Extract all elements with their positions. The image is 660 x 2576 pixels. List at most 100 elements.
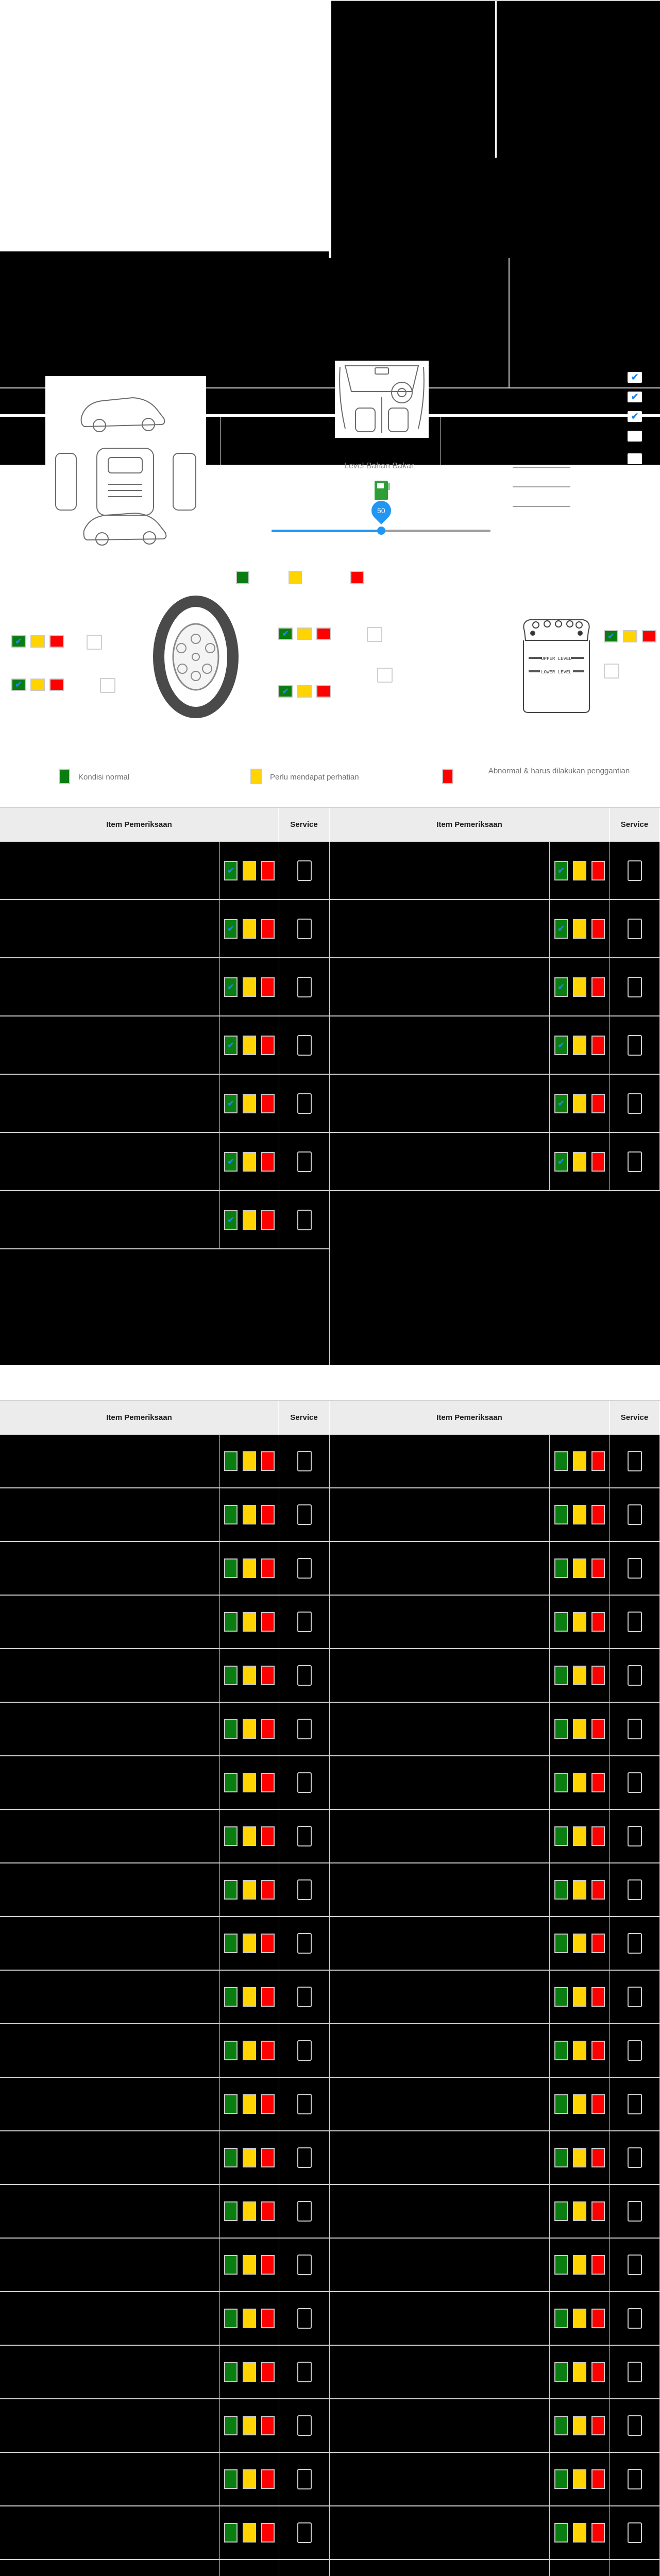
condition-yellow-option[interactable] — [243, 1934, 256, 1953]
condition-red-option[interactable] — [49, 679, 64, 691]
service-checkbox[interactable] — [297, 1719, 312, 1739]
condition-red-option[interactable] — [261, 1666, 275, 1685]
condition-red-option[interactable] — [261, 1151, 275, 1172]
condition-yellow-option[interactable] — [573, 1505, 586, 1524]
service-checkbox[interactable] — [628, 1665, 642, 1686]
service-checkbox[interactable] — [297, 976, 312, 997]
condition-green-option[interactable] — [224, 1773, 238, 1792]
condition-selector[interactable]: ✔ — [554, 860, 605, 880]
condition-yellow-option[interactable] — [243, 1719, 256, 1739]
condition-green-option[interactable]: ✔ — [554, 860, 568, 880]
condition-selector[interactable] — [554, 2201, 605, 2221]
condition-red-option[interactable] — [591, 2469, 605, 2489]
condition-red-option[interactable] — [261, 2523, 275, 2543]
condition-yellow-option[interactable] — [243, 1987, 256, 2007]
condition-selector[interactable] — [224, 1880, 275, 1900]
tire-checkbox-3[interactable] — [367, 627, 382, 642]
service-checkbox[interactable] — [628, 1612, 642, 1632]
condition-green-option[interactable] — [554, 2362, 568, 2382]
condition-green-option[interactable]: ✔ — [554, 1035, 568, 1055]
condition-green-option[interactable] — [224, 1934, 238, 1953]
service-checkbox[interactable] — [297, 2308, 312, 2329]
condition-yellow-option[interactable] — [243, 1558, 256, 1578]
condition-yellow-option[interactable] — [243, 2469, 256, 2489]
service-checkbox[interactable] — [297, 1035, 312, 1056]
condition-green-option[interactable] — [554, 2041, 568, 2060]
condition-selector[interactable] — [554, 1773, 605, 1792]
condition-green-option[interactable] — [554, 1826, 568, 1846]
condition-yellow-option[interactable] — [243, 1773, 256, 1792]
condition-red-option[interactable] — [591, 2416, 605, 2435]
condition-selector[interactable] — [224, 2255, 275, 2275]
service-checkbox[interactable] — [628, 1987, 642, 2007]
condition-green-option[interactable] — [224, 2041, 238, 2060]
condition-selector[interactable] — [224, 1451, 275, 1471]
note-underline-input[interactable] — [513, 467, 570, 468]
condition-red-option[interactable] — [261, 2148, 275, 2167]
service-checkbox[interactable] — [297, 860, 312, 881]
service-checkbox[interactable] — [628, 2201, 642, 2222]
service-checkbox[interactable] — [628, 860, 642, 881]
condition-green-option[interactable] — [554, 2416, 568, 2435]
condition-green-option[interactable]: ✔ — [554, 977, 568, 997]
service-checkbox[interactable] — [628, 1879, 642, 1900]
service-checkbox[interactable] — [297, 918, 312, 939]
service-checkbox[interactable] — [297, 2522, 312, 2543]
condition-selector[interactable] — [554, 1451, 605, 1471]
condition-green-option[interactable] — [554, 2309, 568, 2328]
condition-red-option[interactable] — [591, 1035, 605, 1055]
condition-red-option[interactable] — [591, 2523, 605, 2543]
service-checkbox[interactable] — [628, 1558, 642, 1579]
service-checkbox[interactable] — [628, 2094, 642, 2114]
car-damage-diagram[interactable] — [45, 376, 206, 559]
condition-red-option[interactable] — [261, 2041, 275, 2060]
condition-yellow-option[interactable] — [573, 1826, 586, 1846]
condition-yellow-option[interactable] — [243, 1826, 256, 1846]
condition-selector[interactable] — [224, 1558, 275, 1578]
condition-yellow-option[interactable] — [297, 628, 312, 640]
tire-condition-selector-4[interactable]: ✔ — [278, 685, 331, 698]
service-checkbox[interactable] — [628, 918, 642, 939]
note-underline-input[interactable] — [513, 506, 570, 507]
condition-green-option[interactable] — [224, 2255, 238, 2275]
condition-red-option[interactable] — [591, 1880, 605, 1900]
service-checkbox[interactable] — [297, 1826, 312, 1846]
condition-green-option[interactable]: ✔ — [604, 630, 618, 642]
condition-red-option[interactable] — [591, 1826, 605, 1846]
condition-selector[interactable] — [554, 2469, 605, 2489]
condition-yellow-option[interactable] — [297, 685, 312, 698]
service-checkbox[interactable] — [297, 2362, 312, 2382]
service-checkbox[interactable] — [628, 1504, 642, 1525]
condition-yellow-option[interactable] — [243, 2523, 256, 2543]
condition-green-option[interactable] — [224, 1987, 238, 2007]
condition-yellow-option[interactable] — [573, 1035, 586, 1055]
condition-selector[interactable] — [554, 1505, 605, 1524]
condition-red-option[interactable] — [591, 919, 605, 939]
condition-yellow-option[interactable] — [243, 2362, 256, 2382]
sa-line-checkbox-2[interactable] — [628, 473, 642, 484]
condition-green-option[interactable]: ✔ — [278, 685, 293, 698]
condition-yellow-option[interactable] — [243, 1880, 256, 1900]
condition-yellow-option[interactable] — [573, 2148, 586, 2167]
battery-condition-selector[interactable]: ✔ — [604, 630, 656, 642]
service-checkbox[interactable] — [628, 976, 642, 997]
condition-red-option[interactable] — [591, 1987, 605, 2007]
condition-red-option[interactable] — [591, 2362, 605, 2382]
service-checkbox[interactable] — [297, 2415, 312, 2436]
condition-yellow-option[interactable] — [573, 2255, 586, 2275]
condition-selector[interactable]: ✔ — [224, 1035, 275, 1055]
condition-red-option[interactable] — [591, 1773, 605, 1792]
condition-selector[interactable]: ✔ — [224, 919, 275, 939]
condition-red-option[interactable] — [591, 2309, 605, 2328]
condition-selector[interactable] — [554, 1558, 605, 1578]
condition-green-option[interactable] — [554, 1880, 568, 1900]
service-checkbox[interactable] — [297, 1209, 312, 1230]
condition-yellow-option[interactable] — [243, 1035, 256, 1055]
condition-red-option[interactable] — [591, 2148, 605, 2167]
service-checkbox[interactable] — [297, 2469, 312, 2489]
service-checkbox[interactable] — [297, 1933, 312, 1954]
condition-selector[interactable]: ✔ — [224, 1093, 275, 1113]
condition-red-option[interactable] — [261, 2416, 275, 2435]
condition-green-option[interactable]: ✔ — [278, 628, 293, 640]
condition-red-option[interactable] — [591, 1666, 605, 1685]
